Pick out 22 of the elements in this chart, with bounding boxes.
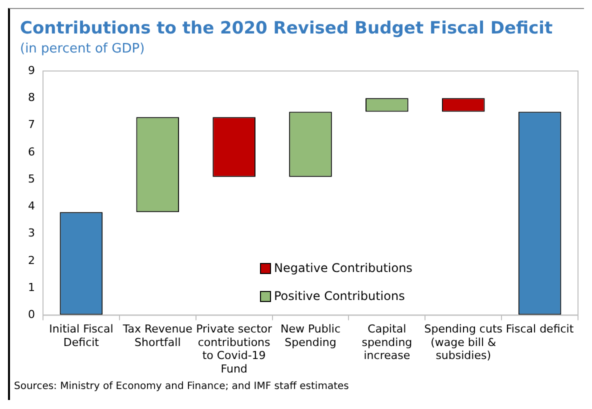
- y-tick-label: 3: [28, 226, 35, 240]
- x-tick-label: Fiscal deficit: [506, 322, 574, 336]
- y-tick-label: 8: [28, 90, 35, 104]
- legend-label: Negative Contributions: [274, 261, 412, 275]
- y-tick-label: 7: [28, 118, 35, 132]
- source-note: Sources: Ministry of Economy and Finance; and IMF staff estimates: [14, 381, 349, 392]
- x-tick-label: Tax Revenue Shortfall: [122, 322, 193, 349]
- y-tick-label: 1: [28, 280, 35, 294]
- chart-subtitle: (in percent of GDP): [20, 42, 145, 57]
- x-tick-label: Private sector contributions to Covid-19 Fund: [196, 322, 273, 376]
- y-tick-label: 0: [28, 308, 35, 322]
- chart-title: Contributions to the 2020 Revised Budget Fiscal Deficit: [20, 18, 553, 39]
- y-tick-label: 2: [28, 254, 35, 267]
- y-tick-label: 9: [28, 64, 35, 77]
- y-tick-label: 6: [28, 145, 35, 158]
- x-tick-label: Spending cuts (wage bill & subsidies): [424, 322, 503, 362]
- y-tick-label: 4: [28, 200, 35, 213]
- y-tick-label: 5: [28, 172, 35, 186]
- x-tick-label: Initial Fiscal Deficit: [49, 322, 114, 349]
- x-tick-label: New Public Spending: [280, 322, 341, 349]
- x-tick-label: Capital spending increase: [362, 322, 412, 362]
- legend-label: Positive Contributions: [274, 289, 405, 303]
